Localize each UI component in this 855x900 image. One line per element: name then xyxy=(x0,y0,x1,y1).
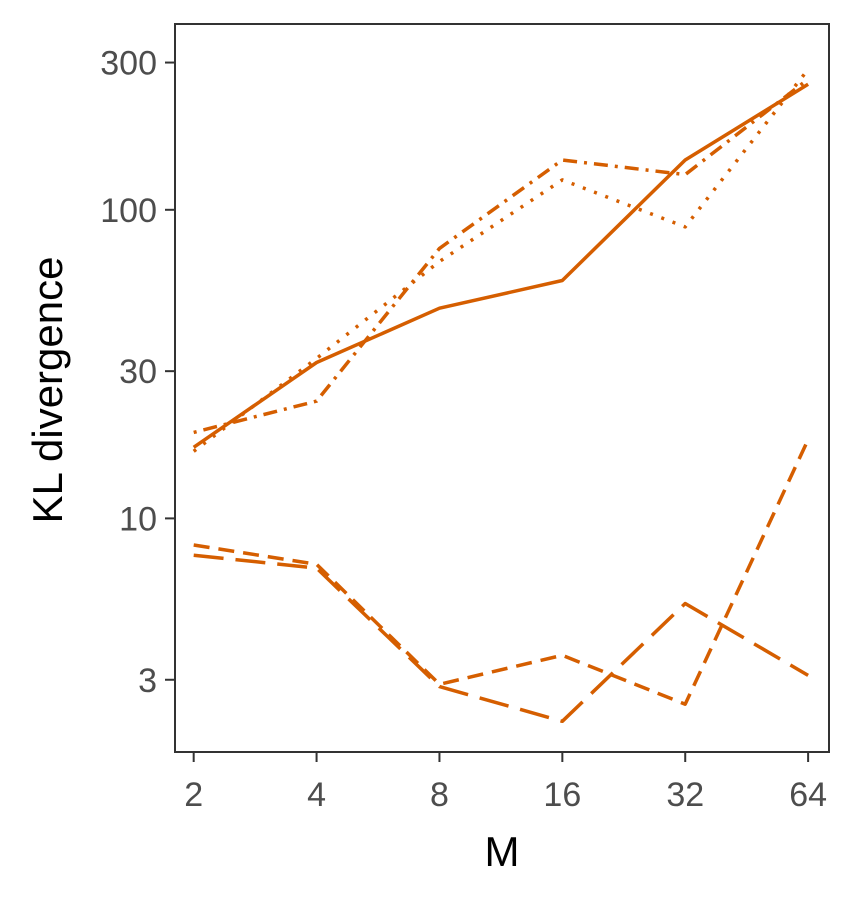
series-line-4-dashed xyxy=(193,438,810,706)
y-tick-label: 30 xyxy=(119,353,157,391)
series-layer xyxy=(192,68,810,724)
x-tick-label: 64 xyxy=(789,776,827,814)
y-tick-label: 10 xyxy=(119,500,157,538)
series-line-5-long-dash xyxy=(193,553,809,724)
y-tick-label: 3 xyxy=(138,662,157,700)
x-tick-label: 16 xyxy=(543,776,581,814)
series-line-3-dot-dash xyxy=(193,77,810,435)
panel-border xyxy=(174,23,830,753)
y-tick-label: 300 xyxy=(100,45,157,83)
series-line-1-solid xyxy=(192,82,810,449)
series-line-2-dotted xyxy=(192,68,810,453)
y-tick-label: 100 xyxy=(100,192,157,230)
x-tick-label: 2 xyxy=(184,776,203,814)
x-axis-title: M xyxy=(485,828,520,875)
y-axis-title: KL divergence xyxy=(24,257,71,524)
x-tick-label: 4 xyxy=(307,776,326,814)
x-tick-label: 8 xyxy=(430,776,449,814)
x-tick-label: 32 xyxy=(666,776,704,814)
x-axis: 2 4 8 16 32 64 xyxy=(184,752,827,814)
y-axis: 3 10 30 100 300 xyxy=(100,45,175,700)
